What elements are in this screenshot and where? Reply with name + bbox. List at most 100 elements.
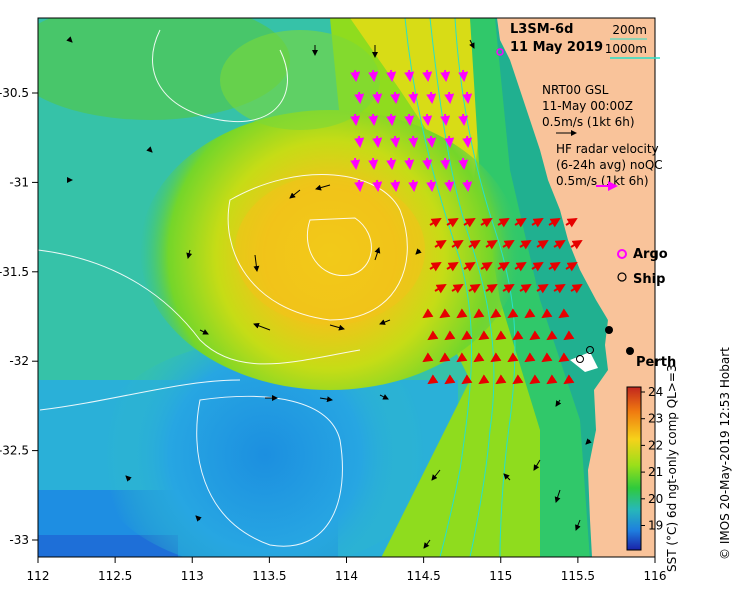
- radar-arrow-south: [422, 308, 434, 319]
- radar-arrow-south: [531, 217, 544, 228]
- radar-arrow-north: [444, 91, 455, 104]
- radar-arrow-north: [368, 69, 379, 82]
- radar-arrow-north: [372, 135, 383, 148]
- radar-arrow-north: [368, 157, 379, 170]
- gsl-arrow: [195, 515, 202, 522]
- ship-legend-label: Ship: [633, 272, 665, 287]
- radar-arrow-south: [514, 261, 527, 272]
- gsl-arrow: [253, 322, 271, 331]
- radar-arrow-south: [473, 352, 485, 363]
- radar-arrow-north: [440, 113, 451, 126]
- radar-arrow-north: [390, 91, 401, 104]
- gsl-arrow: [533, 459, 541, 471]
- radar-arrow-south: [502, 283, 515, 294]
- radar-arrow-north: [386, 113, 397, 126]
- depth-1000m-label: 1000m: [605, 42, 647, 56]
- gsl-arrow: [585, 438, 592, 445]
- gsl-arrow: [315, 184, 331, 191]
- radar-arrow-south: [463, 261, 476, 272]
- radar-arrow-north: [354, 179, 365, 192]
- radar-arrow-south: [512, 374, 524, 385]
- radar-arrow-south: [485, 239, 498, 250]
- radar-arrow-south: [439, 308, 451, 319]
- y-tick-label: -30.5: [0, 86, 29, 100]
- radar-arrow-north: [440, 69, 451, 82]
- radar-arrow-north: [444, 179, 455, 192]
- gsl-arrow: [199, 329, 209, 335]
- radar-arrow-south: [485, 283, 498, 294]
- x-tick-label: 112: [27, 569, 50, 583]
- radar-arrow-south: [563, 374, 575, 385]
- radar-arrow-south: [524, 352, 536, 363]
- credit-text: © IMOS 20-May-2019 12:53 Hobart: [718, 347, 732, 560]
- radar-arrow-north: [408, 179, 419, 192]
- city-label-perth: Perth: [636, 355, 676, 370]
- gsl-title: NRT00 GSL: [542, 83, 609, 97]
- perth-marker: [626, 347, 634, 355]
- radar-arrow-north: [462, 179, 473, 192]
- colorbar-tick-label: 19: [648, 519, 663, 533]
- x-tick-label: 116: [644, 569, 667, 583]
- radar-arrow-south: [451, 239, 464, 250]
- radar-arrow-south: [558, 352, 570, 363]
- colorbar-tick-label: 24: [648, 385, 663, 399]
- y-tick-label: -33: [9, 533, 29, 547]
- radar-arrow-south: [512, 330, 524, 341]
- radar-arrow-south: [478, 330, 490, 341]
- gsl-arrow: [575, 519, 581, 531]
- radar-arrow-south: [558, 308, 570, 319]
- ship-legend-icon: [617, 272, 627, 282]
- radar-arrow-south: [461, 330, 473, 341]
- radar-arrow-south: [519, 239, 532, 250]
- x-tick-label: 115: [489, 569, 512, 583]
- ship-marker: [605, 326, 613, 334]
- gsl-arrow: [554, 489, 561, 503]
- gsl-arrow: [289, 189, 301, 199]
- radar-arrow-north: [390, 179, 401, 192]
- radar-arrow-south: [565, 217, 578, 228]
- radar-arrow-north: [404, 113, 415, 126]
- gsl-velocity-arrows: [66, 36, 592, 549]
- gsl-arrow: [253, 254, 260, 272]
- x-tick-label: 114: [335, 569, 358, 583]
- radar-arrow-south: [570, 283, 583, 294]
- gsl-arrow: [555, 399, 562, 407]
- radar-arrow-south: [473, 308, 485, 319]
- radar-arrow-north: [408, 91, 419, 104]
- colorbar-tick-label: 23: [648, 412, 663, 426]
- radar-arrow-south: [548, 217, 561, 228]
- radar-arrow-south: [427, 330, 439, 341]
- radar-arrow-north: [458, 113, 469, 126]
- gsl-arrow: [186, 249, 193, 259]
- radar-arrow-south: [531, 261, 544, 272]
- radar-arrow-north: [354, 135, 365, 148]
- radar-arrow-north: [458, 157, 469, 170]
- radar-arrow-south: [514, 217, 527, 228]
- radar-arrow-south: [495, 330, 507, 341]
- colorbar-tick-label: 21: [648, 465, 663, 479]
- radar-avg: (6-24h avg) noQC: [556, 158, 663, 172]
- radar-arrow-south: [536, 283, 549, 294]
- radar-arrow-south: [451, 283, 464, 294]
- y-tick-label: -31.5: [0, 265, 29, 279]
- gsl-arrow: [319, 396, 333, 403]
- radar-arrow-north: [444, 135, 455, 148]
- radar-arrow-south: [497, 261, 510, 272]
- argo-marker: [496, 48, 504, 56]
- radar-arrow-south: [468, 283, 481, 294]
- gsl-time: 11-May 00:00Z: [542, 99, 633, 113]
- radar-arrow-south: [422, 352, 434, 363]
- x-tick-label: 112.5: [98, 569, 132, 583]
- radar-arrow-south: [563, 330, 575, 341]
- gsl-arrow: [469, 39, 475, 49]
- radar-arrow-south: [456, 352, 468, 363]
- gsl-arrow: [423, 539, 431, 549]
- radar-arrow-north: [440, 157, 451, 170]
- radar-arrow-north: [408, 135, 419, 148]
- radar-arrow-north: [462, 91, 473, 104]
- radar-arrow-south: [541, 352, 553, 363]
- radar-arrow-north: [422, 157, 433, 170]
- radar-arrow-south: [565, 261, 578, 272]
- radar-arrow-south: [439, 352, 451, 363]
